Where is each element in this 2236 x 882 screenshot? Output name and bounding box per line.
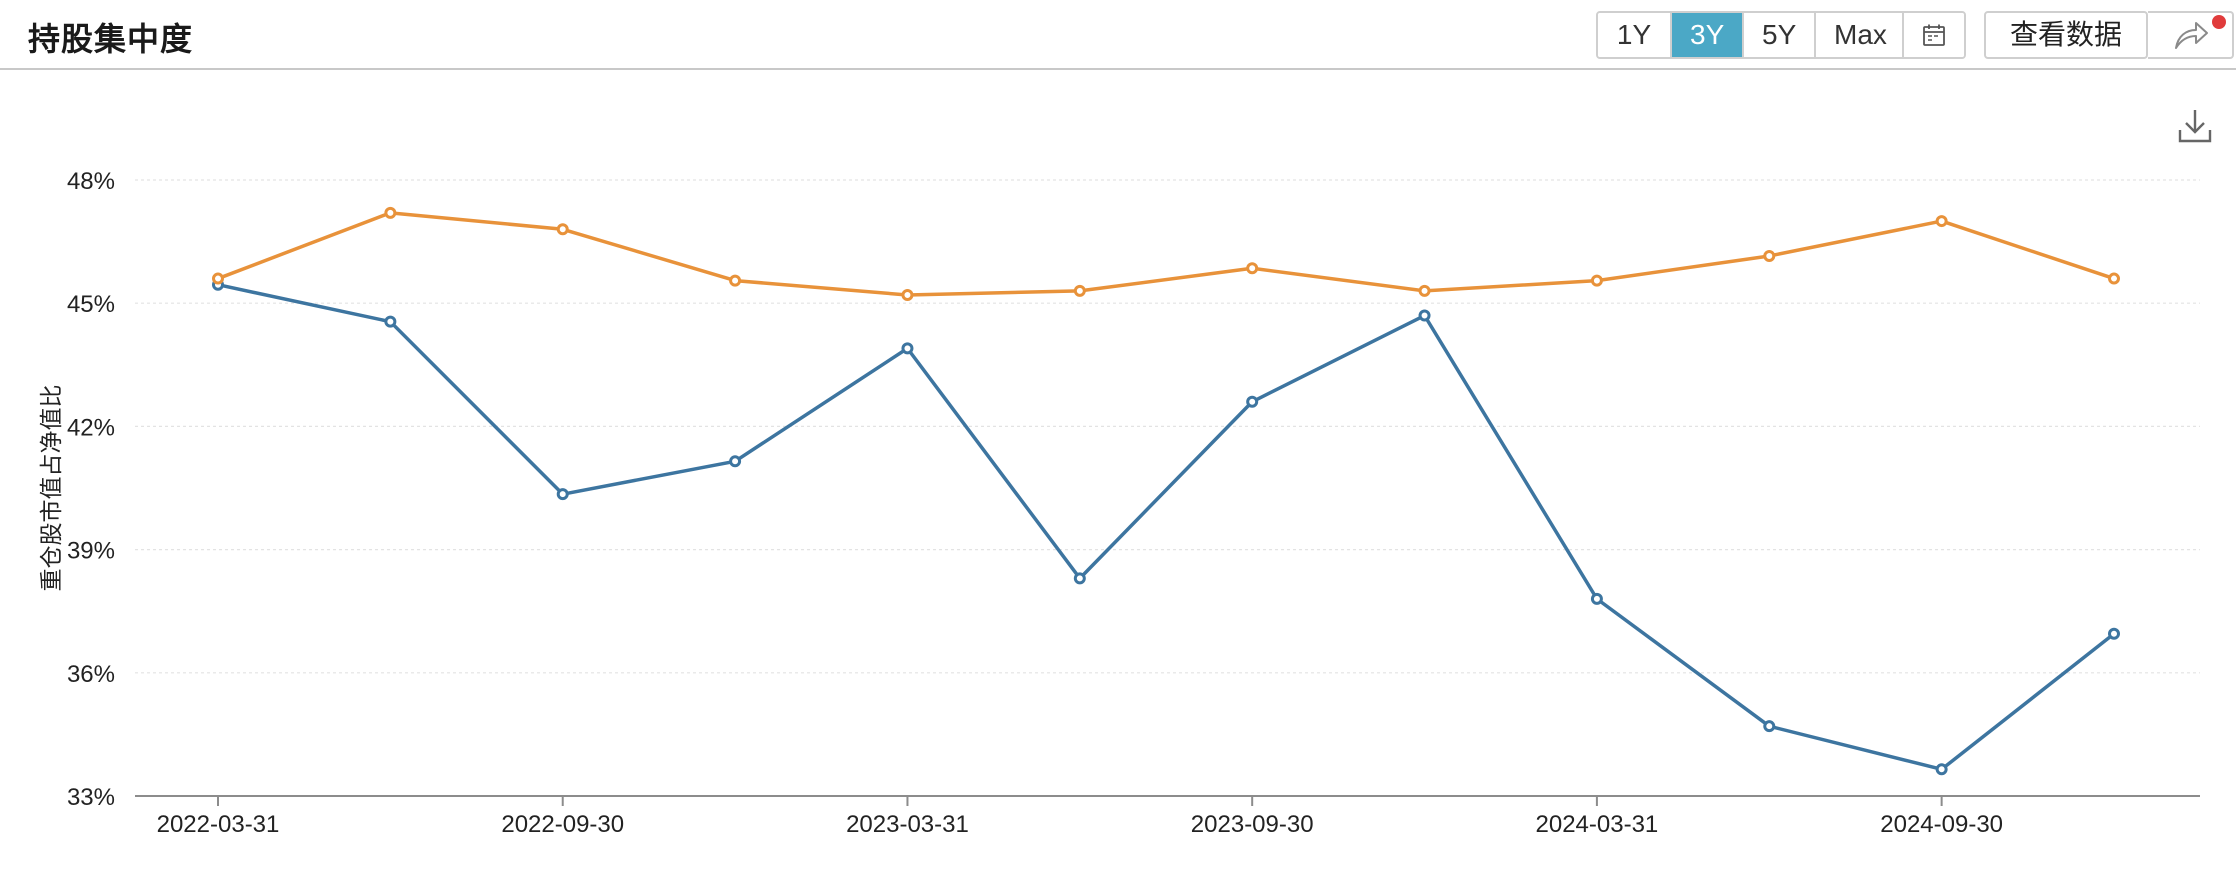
series-line-2 bbox=[217, 211, 2115, 297]
data-point[interactable] bbox=[384, 206, 397, 219]
range-button-max[interactable]: Max bbox=[1816, 13, 1904, 57]
calendar-icon bbox=[1923, 24, 1945, 46]
calendar-button[interactable] bbox=[1904, 13, 1964, 57]
x-tick-label: 2022-09-30 bbox=[501, 811, 624, 838]
data-point[interactable] bbox=[2108, 627, 2120, 640]
data-point[interactable] bbox=[729, 274, 742, 287]
y-tick-label: 33% bbox=[67, 784, 115, 811]
x-tick-label: 2024-09-30 bbox=[1880, 811, 2003, 838]
x-axis-ticks: 2022-03-31 2022-09-30 2023-03-31 2023-09-30… bbox=[157, 811, 2003, 838]
share-button[interactable] bbox=[2148, 11, 2234, 59]
y-tick-label: 42% bbox=[67, 414, 115, 441]
y-tick-label: 45% bbox=[67, 291, 115, 318]
range-button-5y[interactable]: 5Y bbox=[1744, 13, 1816, 57]
data-point[interactable] bbox=[1418, 284, 1431, 297]
share-icon bbox=[2175, 22, 2208, 49]
download-icon[interactable] bbox=[2178, 108, 2212, 144]
data-point[interactable] bbox=[556, 488, 569, 501]
series-line-1 bbox=[217, 283, 2116, 772]
data-point[interactable] bbox=[1246, 262, 1259, 275]
line-chart: 48%45%42%39%36%33% 2022-03-31 2022-09-30 2… bbox=[39, 168, 2200, 838]
data-point[interactable] bbox=[901, 342, 914, 355]
range-button-1y[interactable]: 1Y bbox=[1598, 13, 1672, 57]
x-tick-label: 2023-03-31 bbox=[846, 811, 969, 838]
range-selector: 1Y 3Y 5Y Max bbox=[1596, 11, 1966, 59]
data-point[interactable] bbox=[1246, 395, 1259, 408]
header: 持股集中度 1Y 3Y 5Y Max 查看数据 bbox=[0, 0, 2236, 70]
data-point[interactable] bbox=[212, 272, 224, 285]
notification-dot bbox=[2212, 15, 2226, 29]
data-point[interactable] bbox=[1418, 309, 1431, 322]
series bbox=[212, 206, 2120, 776]
data-point[interactable] bbox=[1935, 763, 1948, 776]
data-point[interactable] bbox=[1763, 720, 1776, 733]
data-point[interactable] bbox=[1073, 572, 1086, 585]
data-point[interactable] bbox=[1073, 284, 1086, 297]
data-point[interactable] bbox=[1935, 215, 1948, 228]
y-axis-ticks: 48% 45% 42% 39% 36% 33% bbox=[67, 168, 115, 811]
data-point[interactable] bbox=[1763, 249, 1776, 262]
y-tick-label: 48% bbox=[67, 168, 115, 195]
x-tick-label: 2022-03-31 bbox=[157, 811, 280, 838]
x-tick-label: 2024-03-31 bbox=[1536, 811, 1659, 838]
data-point[interactable] bbox=[384, 315, 397, 328]
data-point[interactable] bbox=[729, 455, 742, 468]
axes bbox=[135, 795, 2200, 806]
y-tick-label: 36% bbox=[67, 661, 115, 688]
grid-lines bbox=[135, 179, 2200, 674]
data-point[interactable] bbox=[556, 223, 569, 236]
x-tick-label: 2023-09-30 bbox=[1191, 811, 1314, 838]
data-point[interactable] bbox=[2108, 272, 2120, 285]
page-title: 持股集中度 bbox=[28, 20, 194, 58]
y-tick-label: 39% bbox=[67, 538, 115, 565]
range-button-3y[interactable]: 3Y bbox=[1672, 13, 1744, 57]
y-axis-title: 重仓股市值占净值比 bbox=[39, 385, 65, 592]
data-point[interactable] bbox=[1590, 592, 1603, 605]
data-point[interactable] bbox=[1590, 274, 1603, 287]
data-point[interactable] bbox=[901, 288, 914, 301]
view-data-button[interactable]: 查看数据 bbox=[1984, 11, 2148, 59]
